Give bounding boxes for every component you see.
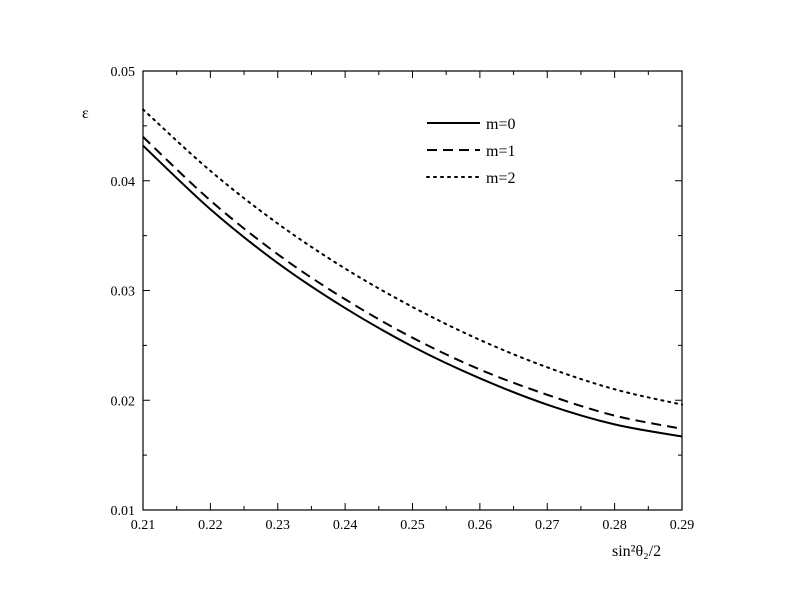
- series-line-m-1: [142, 136, 683, 430]
- x-axis-title: sin²θ₂/2: [612, 543, 661, 560]
- series-line-m-2: [142, 108, 683, 406]
- axis-ticks: 0.21 0.22 0.23 0.24 0.25 0.26 0.27 0.28 0.29 0.01…: [111, 65, 695, 533]
- y-tick-label: 0.05: [111, 65, 136, 80]
- x-tick-label: 0.29: [670, 518, 695, 533]
- y-tick-label: 0.01: [111, 504, 136, 519]
- x-tick-label: 0.23: [266, 518, 291, 533]
- legend: m=0 m=1 m=2: [426, 116, 515, 187]
- legend-label: m=0: [486, 116, 515, 133]
- x-tick-label: 0.24: [333, 518, 358, 533]
- x-tick-label: 0.21: [131, 518, 156, 533]
- plot-area-frame: [142, 70, 683, 511]
- x-tick-label: 0.22: [198, 518, 223, 533]
- y-tick-label: 0.04: [111, 175, 136, 190]
- series-lines: [142, 108, 683, 438]
- x-tick-label: 0.25: [400, 518, 425, 533]
- legend-label: m=1: [486, 143, 515, 160]
- x-tick-label: 0.28: [602, 518, 627, 533]
- y-tick-label: 0.03: [111, 285, 136, 300]
- series-line-m-0: [142, 144, 683, 438]
- legend-label: m=2: [486, 170, 515, 187]
- x-tick-label: 0.26: [468, 518, 493, 533]
- y-tick-label: 0.02: [111, 394, 136, 409]
- x-tick-label: 0.27: [535, 518, 560, 533]
- y-axis-title: ε: [82, 105, 89, 122]
